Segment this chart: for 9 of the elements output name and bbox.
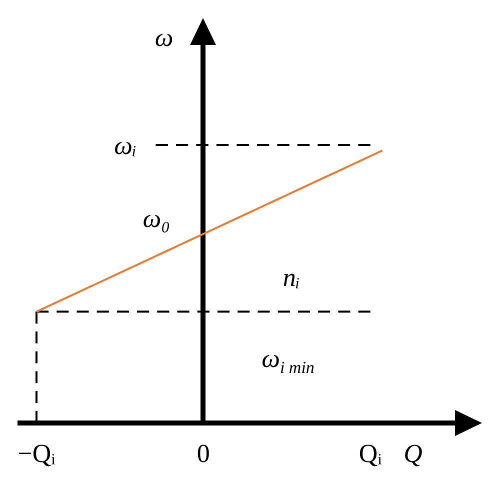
x-axis-title: Q: [404, 438, 422, 468]
annotation: ω₀: [142, 204, 170, 233]
annotation: nᵢ: [282, 262, 300, 292]
annotation: ω$_{i min}$: [262, 344, 314, 377]
annotation: ωᵢ: [114, 130, 137, 160]
y-axis-title: ω: [154, 23, 174, 52]
x-tick-label: −Qᵢ: [18, 439, 56, 468]
x-tick-label: 0: [196, 439, 210, 468]
x-tick-label: Qᵢ: [358, 439, 383, 468]
